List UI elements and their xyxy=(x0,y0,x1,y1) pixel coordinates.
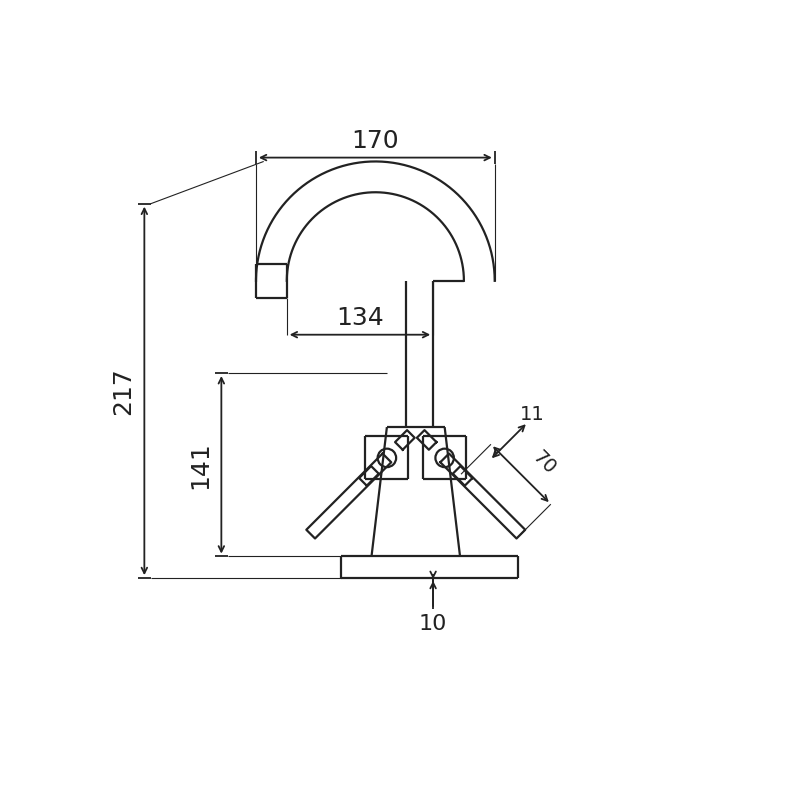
Text: 10: 10 xyxy=(419,614,447,634)
Text: 134: 134 xyxy=(336,306,384,330)
Text: 217: 217 xyxy=(110,367,134,414)
Text: 70: 70 xyxy=(529,447,559,478)
Text: 11: 11 xyxy=(519,405,544,424)
Text: 141: 141 xyxy=(188,441,212,489)
Text: 170: 170 xyxy=(351,129,399,153)
